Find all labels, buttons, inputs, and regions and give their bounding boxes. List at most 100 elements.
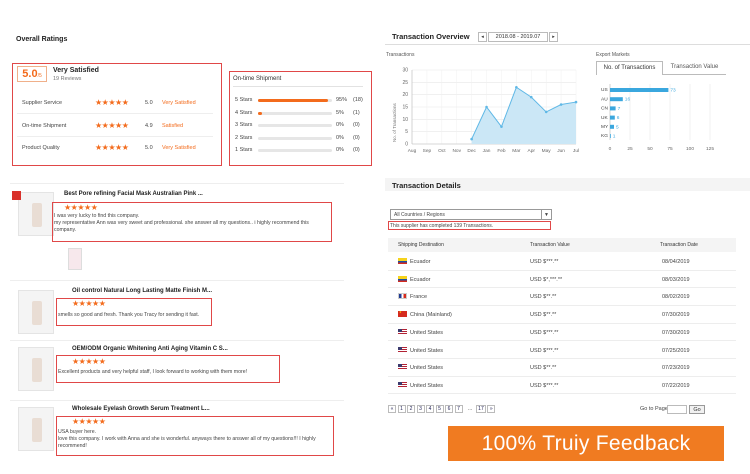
ontime-row-bar: [258, 111, 332, 115]
product-thumbnail[interactable]: [18, 407, 54, 451]
pager-page-button[interactable]: 5: [435, 405, 444, 413]
data-point[interactable]: [529, 95, 533, 99]
x-tick-label: Jan: [483, 148, 491, 154]
data-point[interactable]: [559, 103, 563, 106]
pager-page-button[interactable]: 1: [397, 405, 406, 413]
pager-page-button[interactable]: 7: [454, 405, 463, 413]
product-thumbnail[interactable]: [12, 191, 54, 236]
tab-no-of-transactions[interactable]: No. of Transactions: [596, 61, 663, 75]
row-country: United States: [410, 365, 444, 372]
ontime-row-pct: 95%: [336, 97, 348, 103]
market-bar[interactable]: [610, 88, 669, 92]
review-card: Oil control Natural Long Lasting Matte F…: [10, 280, 344, 337]
ontime-row-pct: 0%: [336, 122, 344, 128]
review-stars-icon: ★★★★★: [72, 299, 106, 308]
review-card: Wholesale Eyelash Growth Serum Treatment…: [10, 400, 344, 468]
product-bottle-icon: [32, 358, 42, 382]
goto-page-input[interactable]: [667, 405, 687, 414]
market-bar[interactable]: [610, 115, 615, 120]
transaction-details-title: Transaction Details: [392, 181, 461, 190]
x-tick-label: 0: [609, 146, 612, 152]
flag-us-icon: [398, 364, 407, 371]
ontime-row-pct: 0%: [336, 134, 344, 141]
market-value: 1: [613, 134, 616, 140]
rating-row-divider: [17, 113, 213, 114]
flag-us-icon: [398, 346, 407, 353]
market-bar[interactable]: [610, 124, 614, 129]
ontime-row-bar-fill: [258, 99, 329, 102]
period-display: 2018.08 - 2019.07: [488, 32, 548, 42]
pager-first-button[interactable]: «: [388, 405, 396, 413]
data-point[interactable]: [544, 110, 548, 114]
market-bar[interactable]: [610, 106, 616, 111]
row-country: China (Mainland): [410, 312, 452, 319]
score-badge: 5.0/5: [17, 66, 47, 82]
data-point[interactable]: [574, 100, 578, 104]
product-bottle-icon: [32, 418, 42, 442]
x-tick-label: 125: [706, 146, 714, 152]
ontime-row-bar: [258, 99, 332, 102]
market-label: CN: [601, 106, 608, 112]
ontime-row-pct: 5%: [336, 109, 344, 116]
x-tick-label: 100: [686, 146, 694, 152]
row-country: Ecuador: [410, 259, 431, 265]
review-text-highlight: [56, 298, 212, 326]
product-thumbnail[interactable]: [18, 290, 54, 334]
transaction-overview-title: Transaction Overview: [392, 32, 470, 41]
ontime-row-label: 4 Stars: [235, 109, 253, 116]
transactions-chart-label: Transactions: [386, 52, 415, 58]
x-tick-label: Jun: [557, 148, 565, 154]
go-button[interactable]: Go: [689, 405, 705, 414]
market-label: MY: [601, 124, 609, 130]
period-prev-button[interactable]: ◂: [478, 32, 487, 42]
overall-ratings-highlight: [12, 63, 222, 166]
product-bottle-icon: [32, 301, 42, 325]
row-transaction-date: 08/03/2019: [662, 276, 690, 283]
x-tick-label: Apr: [528, 148, 536, 154]
review-photo-thumbnail[interactable]: [68, 248, 82, 270]
table-row: United States USD $***.** 07/22/2019: [388, 377, 736, 395]
stars-icon: ★★★★★: [95, 98, 129, 107]
double-chevron-left-icon: «: [390, 406, 394, 412]
review-product-title[interactable]: Wholesale Eyelash Growth Serum Treatment…: [72, 406, 210, 412]
market-bar[interactable]: [610, 134, 611, 138]
period-next-button[interactable]: ▸: [549, 32, 558, 42]
review-card: Best Pore refining Facial Mask Australia…: [10, 183, 344, 277]
x-tick-label: 50: [647, 146, 653, 152]
product-thumbnail[interactable]: [18, 347, 54, 391]
review-product-title[interactable]: OEM/ODM Organic Whitening Anti Aging Vit…: [72, 346, 228, 352]
review-text: I was very lucky to find this company. my…: [54, 213, 330, 234]
pager-page-button[interactable]: 6: [445, 405, 453, 413]
rating-row-score: 5.0: [145, 100, 153, 106]
market-bar[interactable]: [610, 97, 623, 102]
market-value: 7: [618, 106, 621, 112]
y-tick-label: 25: [402, 80, 408, 86]
pager-page-button[interactable]: 17: [476, 405, 486, 413]
x-tick-label: Sep: [423, 148, 432, 154]
review-product-title[interactable]: Best Pore refining Facial Mask Australia…: [64, 191, 203, 197]
data-point[interactable]: [470, 137, 473, 141]
stars-icon: ★★★★★: [95, 120, 129, 130]
y-tick-label: 0: [405, 142, 408, 148]
review-text-line: I was very lucky to find this company.: [54, 213, 140, 219]
pager-page-button[interactable]: 4: [426, 405, 434, 413]
pager-last-button[interactable]: »: [487, 405, 496, 413]
review-stars-icon: ★★★★★: [64, 203, 98, 212]
region-select[interactable]: All Countries / Regions ▼: [390, 209, 552, 220]
tab-transaction-value[interactable]: Transaction Value: [663, 61, 726, 75]
data-point[interactable]: [485, 105, 488, 109]
review-product-title[interactable]: Oil control Natural Long Lasting Matte F…: [72, 288, 213, 294]
table-row: Ecuador USD $*,***.** 08/03/2019: [388, 271, 736, 289]
pager-page-button[interactable]: 2: [407, 405, 415, 413]
flag-cn-icon: ★: [398, 311, 407, 318]
row-transaction-value: USD $**.**: [530, 365, 557, 372]
data-point[interactable]: [515, 85, 518, 89]
pager-page-button[interactable]: 3: [416, 405, 425, 413]
review-text-line: my representative Ann was very sweet and…: [54, 220, 309, 233]
review-text-highlight: [56, 416, 334, 456]
x-tick-label: 75: [667, 146, 673, 152]
x-tick-label: Nov: [452, 148, 461, 154]
data-point[interactable]: [500, 125, 503, 129]
row-transaction-date: 08/02/2019: [662, 294, 690, 301]
review-text-line: smells so good and fresh. Thank you Trac…: [58, 312, 200, 318]
